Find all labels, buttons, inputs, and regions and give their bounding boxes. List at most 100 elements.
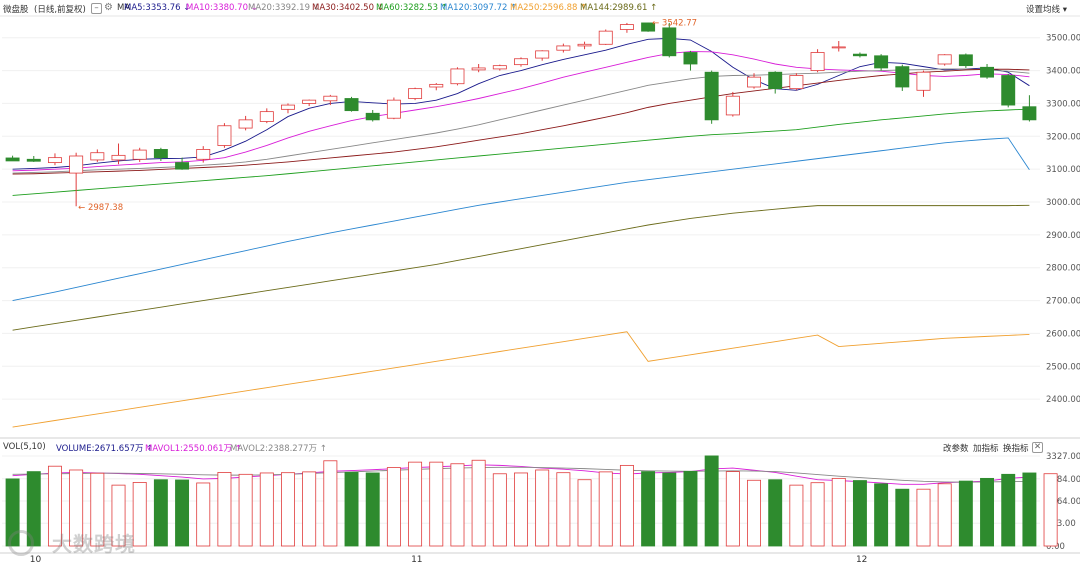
candle-body — [26, 158, 41, 162]
volume-bar — [26, 471, 41, 547]
price-tick-label: 3200.00 — [1046, 132, 1080, 142]
volume-bar — [704, 455, 719, 547]
price-tick-label: 2800.00 — [1046, 264, 1080, 274]
candle-body — [450, 68, 465, 85]
volume-bar — [259, 472, 274, 547]
volume-bar — [196, 482, 211, 547]
price-tick-label: 2700.00 — [1046, 297, 1080, 307]
candle-body — [831, 46, 846, 49]
volume-bar — [980, 477, 995, 547]
volume-bar — [217, 472, 232, 547]
ma-legend-item: MA5:3353.76 ↓ — [124, 3, 191, 13]
price-tick-label: 3500.00 — [1046, 34, 1080, 44]
volume-tick-label: 2484.00 — [1046, 475, 1080, 485]
candle-body — [175, 162, 190, 170]
volume-bar — [619, 464, 634, 547]
ma-legend-item: MA144:2989.61 ↑ — [580, 3, 658, 13]
candle-body — [852, 53, 867, 57]
price-tick-label: 3000.00 — [1046, 198, 1080, 208]
volume-bar — [302, 471, 317, 547]
volume-tick-label: 1664.00 — [1046, 497, 1080, 507]
edit-params-button[interactable]: 改参数 — [943, 444, 969, 454]
candle-body — [259, 111, 274, 122]
period-label: (日线,前复权) — [34, 5, 86, 15]
candle-body — [1001, 75, 1016, 106]
volume-bar — [895, 488, 910, 547]
volume-bar — [408, 461, 423, 547]
collapse-icon[interactable]: – — [91, 3, 102, 14]
volume-bar — [598, 471, 613, 547]
volume-bar — [69, 469, 84, 547]
series-line-ma144 — [12, 204, 1030, 331]
mavol1-legend-item: MAVOL1:2550.061万 ↑ — [145, 444, 242, 454]
settings-ma-button[interactable]: 设置均线 ▾ — [1026, 5, 1067, 15]
volume-bar — [281, 472, 295, 547]
x-tick-label: 11 — [411, 555, 422, 564]
candle-body — [238, 119, 253, 129]
candle-body — [704, 71, 719, 121]
ma-legend-item: MA10:3380.70 ↓ — [186, 3, 258, 13]
switch-indicator-button[interactable]: 换指标 — [1003, 444, 1029, 454]
candle-body — [217, 125, 232, 146]
volume-indicator-label[interactable]: VOL(5,10) — [3, 442, 46, 452]
candle-body — [556, 45, 571, 51]
candle-body — [1022, 106, 1037, 121]
candle-body — [577, 43, 592, 47]
add-indicator-button[interactable]: 加指标 — [973, 444, 999, 454]
ma-legend-item: MA20:3392.19 ↓ — [248, 3, 320, 13]
volume-bar — [1022, 472, 1037, 547]
ma-label[interactable]: MA — [117, 3, 131, 13]
candle-body — [196, 149, 211, 160]
candle-body — [747, 76, 761, 88]
volume-bar — [662, 472, 677, 547]
volume-bar — [937, 483, 952, 547]
x-tick-label: 12 — [856, 555, 867, 564]
volume-bar — [386, 467, 401, 547]
price-tick-label: 2900.00 — [1046, 231, 1080, 241]
candle-body — [408, 88, 423, 99]
candle-body — [535, 50, 550, 59]
candle-body — [958, 54, 973, 67]
close-icon[interactable]: ✕ — [1032, 442, 1043, 453]
candle-body — [937, 54, 952, 65]
series-line-ma60 — [12, 108, 1030, 196]
candle-body — [895, 66, 910, 88]
series-line-mavol2 — [12, 466, 1030, 483]
volume-bar — [471, 459, 486, 547]
gear-icon[interactable]: ⚙ — [104, 2, 113, 13]
volume-bar — [1001, 473, 1016, 547]
volume-bar — [725, 471, 740, 547]
low-price-annotation: ← 2987.38 — [78, 203, 123, 213]
volume-bar — [450, 463, 465, 547]
volume-bar — [90, 472, 105, 547]
volume-bar — [514, 472, 528, 547]
price-tick-label: 3400.00 — [1046, 67, 1080, 77]
ma-legend-item: MA60:3282.53 ↑ — [376, 3, 448, 13]
volume-bar — [47, 465, 62, 547]
candle-body — [386, 99, 401, 119]
ma-legend-item: MA120:3097.72 ↑ — [440, 3, 518, 13]
volume-bar — [810, 482, 825, 547]
price-legend-bar: 微盘股 (日线,前复权) – ⚙ MA MA5:3353.76 ↓ MA10:33… — [0, 0, 1080, 16]
candle-body — [69, 155, 84, 174]
candle-body — [47, 157, 62, 163]
volume-bar — [429, 461, 444, 547]
volume-bar — [556, 472, 571, 547]
volume-tick-label: 3327.00 — [1046, 452, 1080, 462]
price-tick-label: 3100.00 — [1046, 165, 1080, 175]
watermark-logo — [8, 530, 34, 556]
volume-bar — [365, 472, 380, 547]
volume-bar — [132, 482, 147, 547]
candle-body — [874, 55, 889, 69]
volume-bar — [111, 484, 126, 547]
volume-bar — [238, 473, 253, 547]
volume-bar — [1043, 473, 1058, 547]
volume-bar — [683, 470, 698, 547]
instrument-name: 微盘股 — [3, 5, 29, 15]
candle-body — [302, 99, 317, 104]
candle-body — [683, 52, 698, 65]
volume-bar — [577, 479, 592, 547]
candle-body — [471, 67, 486, 71]
volume-bar — [747, 479, 761, 547]
